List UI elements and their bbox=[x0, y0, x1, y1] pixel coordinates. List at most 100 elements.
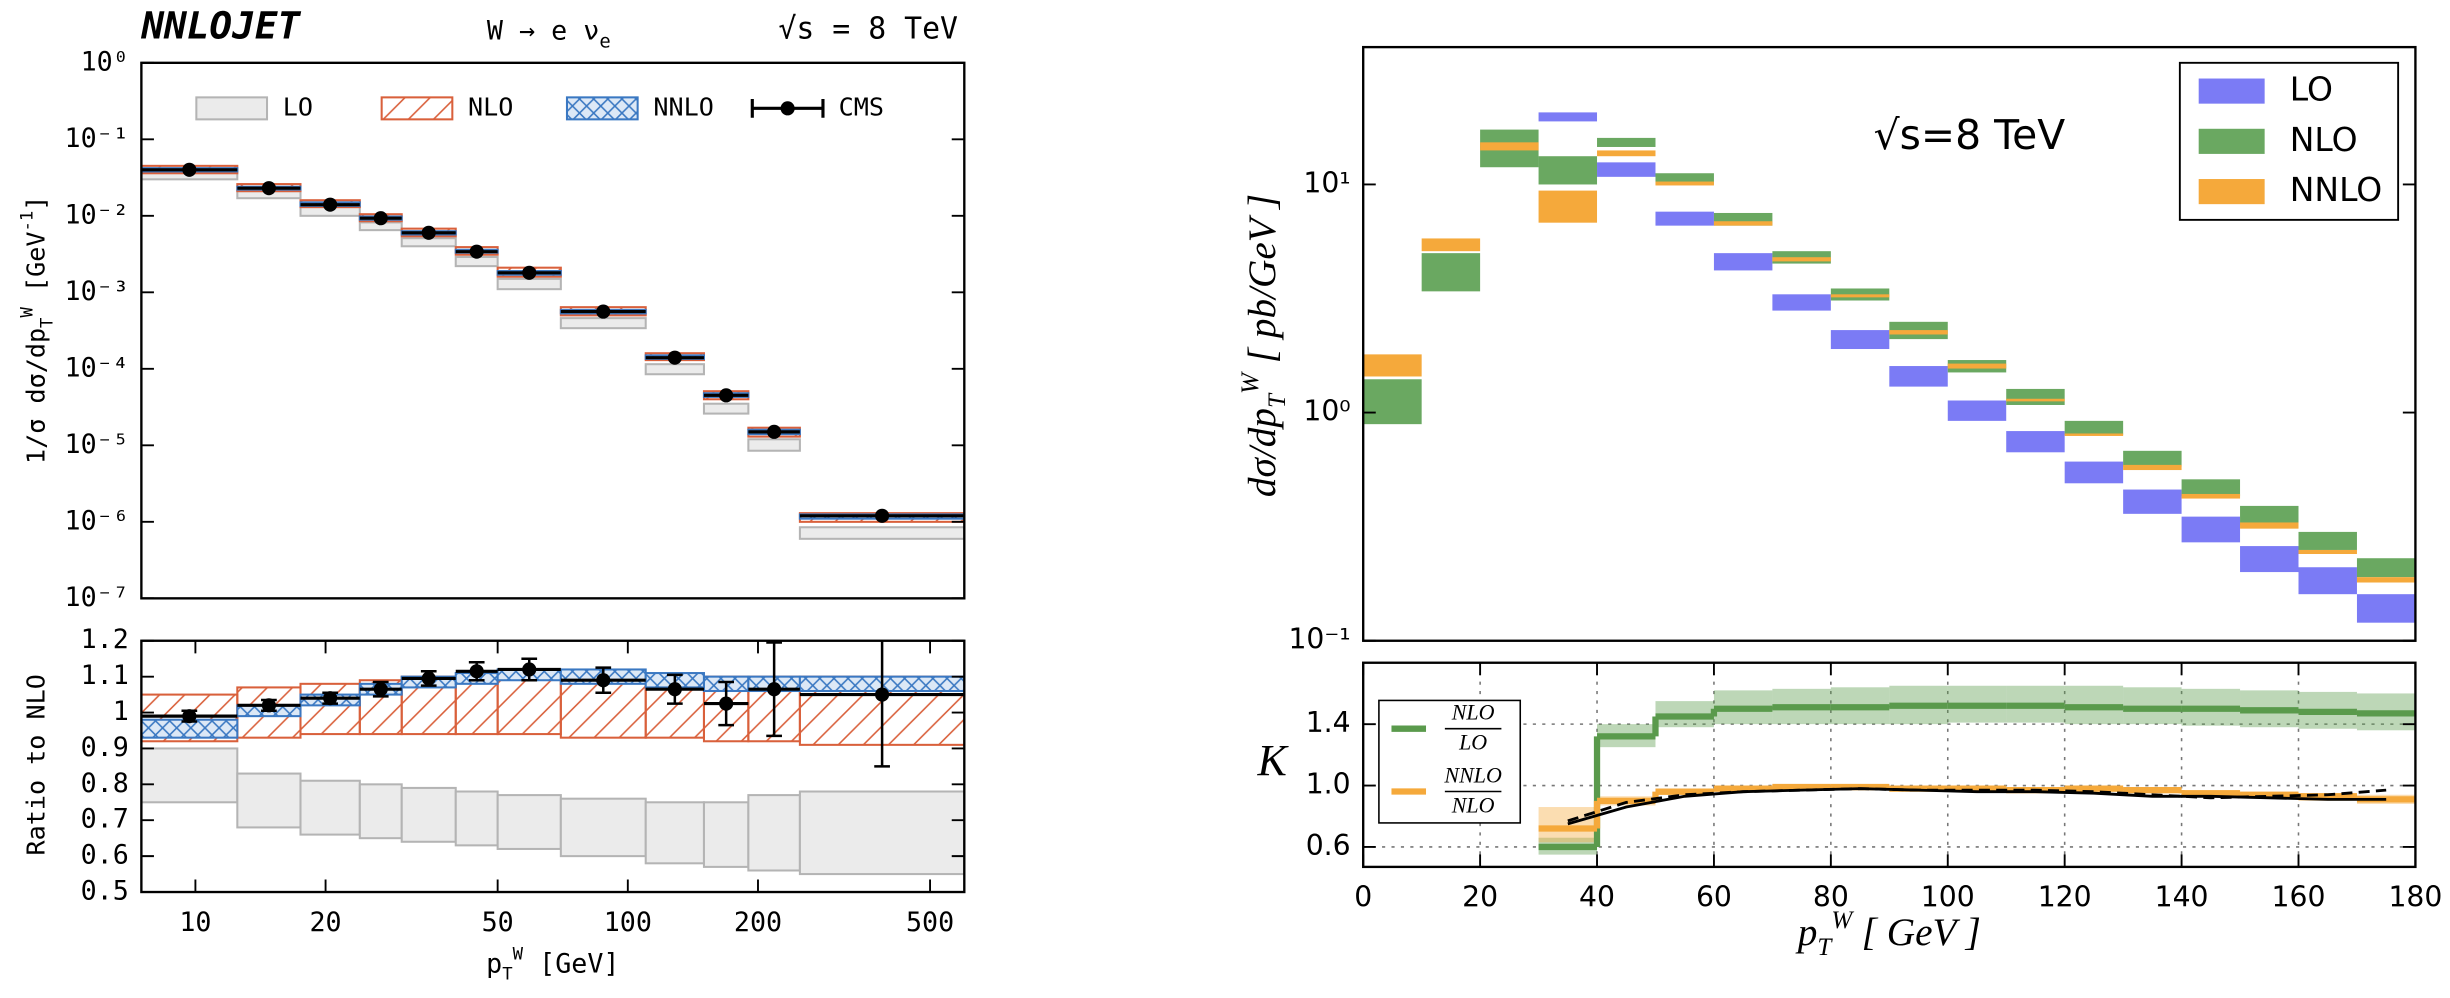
plot-area: NLO LO NNLO NLO bbox=[1378, 685, 2416, 855]
legend-swatch bbox=[195, 96, 269, 121]
bin-box bbox=[1655, 173, 1714, 185]
y-tick-label: 10⁰ bbox=[1303, 395, 1350, 428]
legend-swatch bbox=[2198, 78, 2265, 104]
y-tick-label: 10¹ bbox=[1303, 166, 1350, 199]
legend-swatch bbox=[2198, 128, 2265, 154]
bin-box bbox=[1889, 330, 1948, 335]
legend-label: NLO bbox=[2290, 120, 2358, 159]
x-tick-label: 140 bbox=[2155, 880, 2209, 913]
x-tick-label: 100 bbox=[604, 907, 652, 938]
y-axis-label: 1/σ dσ/dpTW [GeV-1] bbox=[18, 196, 58, 464]
x-tick-label: 0 bbox=[1354, 880, 1372, 913]
axes-frame bbox=[140, 639, 966, 894]
y-axis-label: dσ/dpTW [ pb/GeV ] bbox=[1237, 194, 1291, 497]
x-tick-label: 100 bbox=[1921, 880, 1975, 913]
data-point bbox=[323, 197, 338, 212]
bin-box bbox=[2240, 522, 2299, 529]
bin-box bbox=[1655, 211, 1714, 226]
y-label-text: [GeV bbox=[22, 232, 51, 308]
plot-area: LO NLO NNLO CMS bbox=[141, 92, 965, 540]
y-tick-label: 0.6 bbox=[81, 840, 129, 871]
band bbox=[496, 794, 562, 850]
bin-box bbox=[1889, 366, 1948, 387]
band bbox=[644, 363, 705, 376]
legend-denominator: NLO bbox=[1451, 792, 1495, 817]
y-label-text: [ pb/GeV ] bbox=[1241, 194, 1284, 373]
y-tick-label: 1.4 bbox=[1306, 706, 1351, 739]
band bbox=[798, 526, 965, 540]
bin-box bbox=[2064, 461, 2124, 484]
data-point bbox=[767, 682, 782, 697]
y-label-text: dσ/dp bbox=[1241, 408, 1284, 497]
bin-box bbox=[2298, 531, 2357, 550]
x-label-text: p bbox=[1795, 911, 1818, 954]
bin-box bbox=[2181, 493, 2241, 499]
x-tick-label: 60 bbox=[1696, 880, 1732, 913]
data-point bbox=[182, 162, 197, 177]
bin-box bbox=[2356, 594, 2416, 623]
band bbox=[559, 317, 647, 330]
data-point bbox=[261, 181, 276, 196]
x-label-text: [ GeV ] bbox=[1862, 911, 1981, 954]
bin-box bbox=[1597, 137, 1656, 147]
bin-box bbox=[1538, 156, 1598, 185]
process-text: W → e ν bbox=[487, 15, 599, 46]
bin-box bbox=[1830, 330, 1890, 350]
y-tick-label: 0.7 bbox=[81, 804, 129, 835]
process-label: W → e νe bbox=[487, 15, 611, 53]
x-label-text: p bbox=[486, 948, 502, 979]
y-label-sub: T bbox=[1264, 392, 1291, 408]
legend-label: NLO bbox=[468, 92, 513, 121]
bin-box bbox=[1597, 150, 1656, 157]
x-tick-label: 200 bbox=[734, 907, 782, 938]
legend-label: LO bbox=[283, 92, 313, 121]
legend-label: CMS bbox=[839, 92, 884, 121]
bin-box bbox=[2123, 464, 2182, 471]
bin-box bbox=[1947, 363, 2007, 369]
energy-label: √s = 8 TeV bbox=[778, 11, 958, 46]
y-tick-label: 10⁻² bbox=[65, 199, 129, 230]
y-label-sub: T bbox=[38, 318, 58, 328]
x-tick-label: 10 bbox=[179, 907, 211, 938]
data-point bbox=[469, 664, 484, 679]
data-point bbox=[469, 244, 484, 259]
bin-box bbox=[1538, 112, 1598, 122]
x-axis-label: pTW [GeV] bbox=[486, 944, 619, 984]
bin-box bbox=[2240, 505, 2299, 526]
band bbox=[236, 772, 302, 829]
band bbox=[702, 801, 750, 868]
bin-box bbox=[2123, 489, 2182, 514]
data-point bbox=[323, 691, 338, 706]
band bbox=[644, 801, 705, 865]
data-point bbox=[261, 698, 276, 713]
bin-box bbox=[2006, 431, 2065, 453]
y-tick-label: 10⁻¹ bbox=[65, 123, 129, 154]
bin-box bbox=[1772, 294, 1831, 311]
x-tick-label: 120 bbox=[2038, 880, 2092, 913]
y-tick-label: 0.8 bbox=[81, 768, 129, 799]
bin-box bbox=[2356, 577, 2416, 583]
data-point bbox=[522, 662, 537, 677]
legend-numerator: NLO bbox=[1451, 700, 1495, 725]
data-point bbox=[667, 682, 682, 697]
bin-box bbox=[2006, 398, 2065, 402]
x-label-sup: W bbox=[513, 944, 524, 964]
x-tick-label: 50 bbox=[482, 907, 514, 938]
x-tick-label: 160 bbox=[2272, 880, 2326, 913]
bin-box bbox=[1421, 253, 1481, 292]
bin-box bbox=[1421, 238, 1481, 252]
plot-area: LO NLO NNLO bbox=[1363, 61, 2416, 623]
y-tick-label: 10⁰ bbox=[81, 46, 129, 77]
y-tick-label: 10⁻⁶ bbox=[65, 505, 129, 536]
bin-box bbox=[2123, 450, 2182, 467]
y-label-sup: W bbox=[1237, 371, 1264, 394]
data-point bbox=[767, 424, 782, 439]
data-point bbox=[373, 682, 388, 697]
x-tick-label: 80 bbox=[1813, 880, 1849, 913]
bin-box bbox=[1538, 190, 1598, 223]
y-tick-label: 1.2 bbox=[81, 624, 129, 655]
x-tick-label: 180 bbox=[2388, 880, 2442, 913]
band bbox=[299, 779, 361, 836]
y-tick-label: 10⁻⁷ bbox=[65, 582, 129, 613]
